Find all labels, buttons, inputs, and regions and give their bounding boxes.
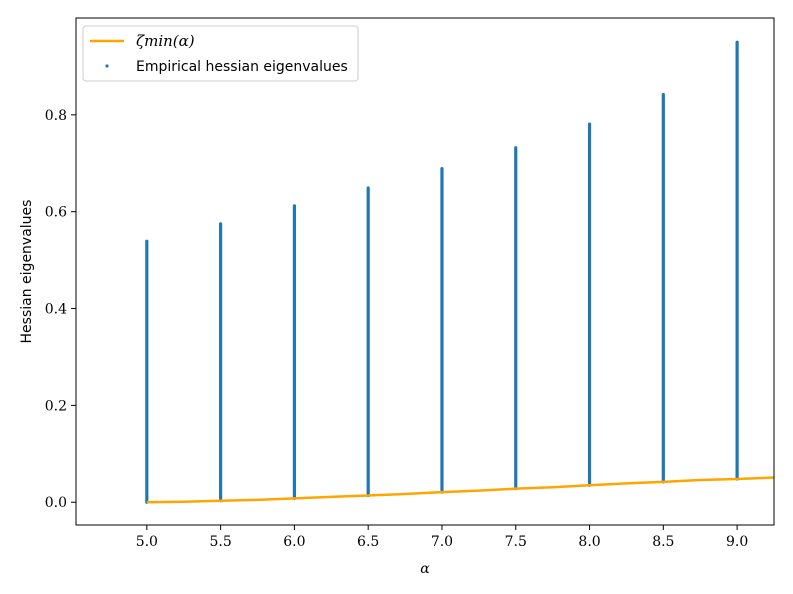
y-tick-label-2: 0.4 xyxy=(45,302,67,318)
series-layer xyxy=(145,40,775,504)
x-ticks: 5.0 5.5 6.0 6.5 7.0 7.5 8.0 8.5 9.0 xyxy=(136,525,748,550)
legend-label-empirical: Empirical hessian eigenvalues xyxy=(136,59,348,75)
x-tick-label-3: 6.5 xyxy=(357,534,379,550)
legend-point-swatch xyxy=(105,64,109,68)
x-tick-label-7: 8.5 xyxy=(652,534,674,550)
x-axis-label: α xyxy=(420,561,430,577)
y-tick-label-4: 0.8 xyxy=(45,108,67,124)
x-tick-label-4: 7.0 xyxy=(431,534,453,550)
y-axis-label: Hessian eigenvalues xyxy=(19,200,35,344)
x-tick-label-1: 5.5 xyxy=(209,534,231,550)
legend: ζmin(α) Empirical hessian eigenvalues xyxy=(82,25,359,82)
x-tick-label-6: 8.0 xyxy=(578,534,600,550)
plot-area xyxy=(76,18,774,525)
y-tick-label-0: 0.0 xyxy=(45,495,67,511)
y-ticks: 0.0 0.2 0.4 0.6 0.8 xyxy=(45,108,76,511)
legend-box xyxy=(82,25,359,82)
axes-layer xyxy=(75,17,775,526)
zeta-min-line xyxy=(146,476,775,504)
x-tick-label-8: 9.0 xyxy=(726,534,748,550)
x-tick-label-5: 7.5 xyxy=(505,534,527,550)
x-tick-label-2: 6.0 xyxy=(283,534,305,550)
x-tick-label-0: 5.0 xyxy=(136,534,158,550)
legend-label-zeta-min: ζmin(α) xyxy=(136,32,195,50)
plot-frame xyxy=(75,17,775,526)
y-tick-label-3: 0.6 xyxy=(45,205,67,221)
y-tick-label-1: 0.2 xyxy=(45,398,67,414)
